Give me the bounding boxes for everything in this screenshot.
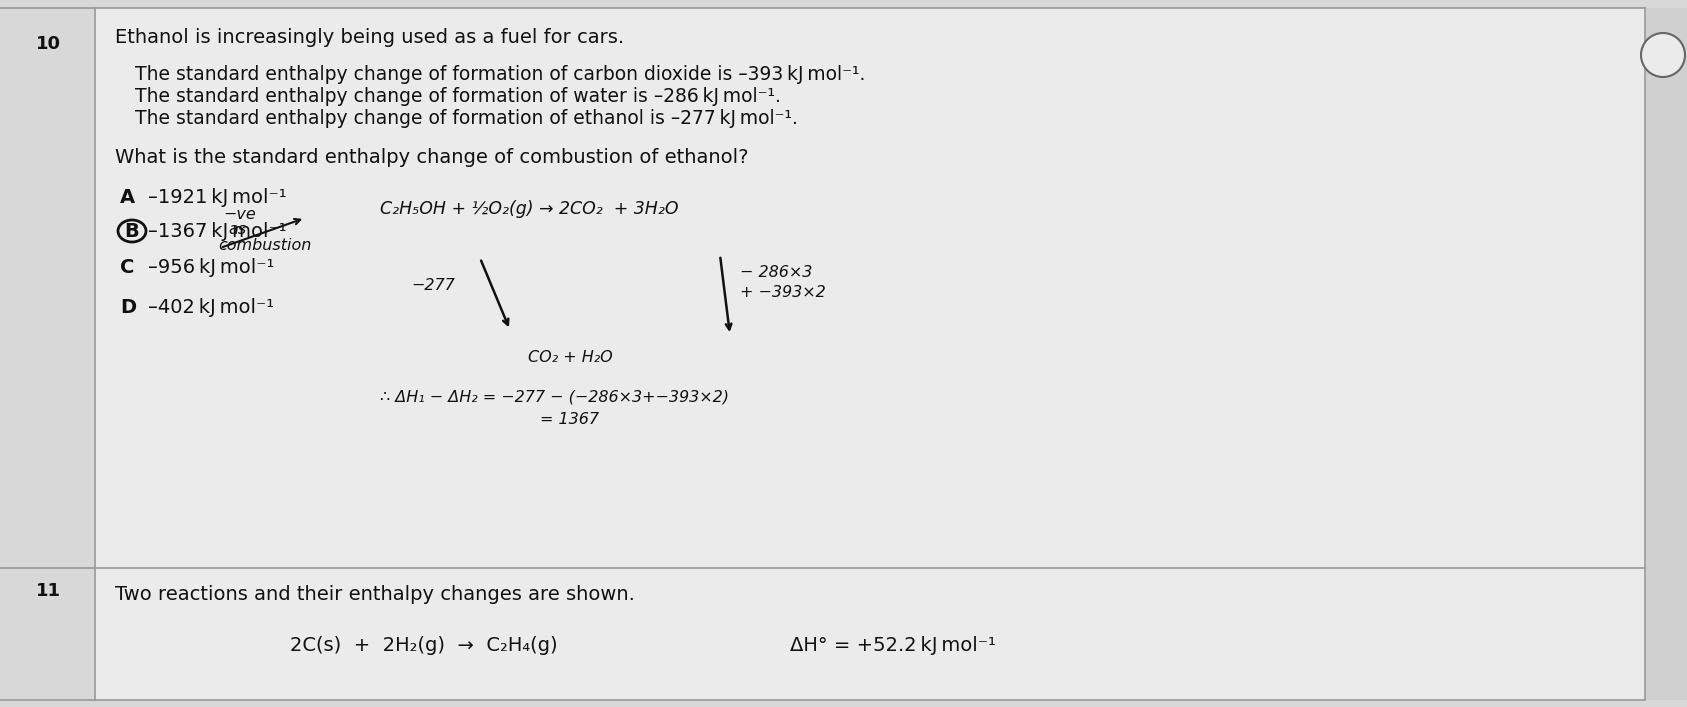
Text: 2C(s)  +  2H₂(g)  →  C₂H₄(g): 2C(s) + 2H₂(g) → C₂H₄(g) xyxy=(290,636,558,655)
Text: The standard enthalpy change of formation of ethanol is –277 kJ mol⁻¹.: The standard enthalpy change of formatio… xyxy=(135,109,798,128)
Text: D: D xyxy=(120,298,137,317)
Text: –1367 kJ mol⁻¹: –1367 kJ mol⁻¹ xyxy=(148,222,287,241)
Text: A: A xyxy=(120,188,135,207)
Text: 11: 11 xyxy=(35,582,61,600)
Text: − 286×3: − 286×3 xyxy=(741,265,813,280)
Text: −277: −277 xyxy=(412,278,455,293)
Bar xyxy=(1645,8,1687,700)
Text: –1921 kJ mol⁻¹: –1921 kJ mol⁻¹ xyxy=(148,188,287,207)
Text: as: as xyxy=(228,222,246,237)
Bar xyxy=(0,8,94,700)
Text: The standard enthalpy change of formation of carbon dioxide is –393 kJ mol⁻¹.: The standard enthalpy change of formatio… xyxy=(135,65,865,84)
Text: The standard enthalpy change of formation of water is –286 kJ mol⁻¹.: The standard enthalpy change of formatio… xyxy=(135,87,781,106)
Text: CO₂ + H₂O: CO₂ + H₂O xyxy=(528,350,612,365)
Text: C₂H₅OH + ½O₂(g) → 2CO₂  + 3H₂O: C₂H₅OH + ½O₂(g) → 2CO₂ + 3H₂O xyxy=(380,200,678,218)
Circle shape xyxy=(1641,33,1685,77)
Text: −ve: −ve xyxy=(223,207,256,222)
Text: + −393×2: + −393×2 xyxy=(741,285,825,300)
Text: ∴ ΔH₁ − ΔH₂ = −277 − (−286×3+−393×2): ∴ ΔH₁ − ΔH₂ = −277 − (−286×3+−393×2) xyxy=(380,390,729,405)
Text: B: B xyxy=(125,222,140,241)
Text: 10: 10 xyxy=(35,35,61,53)
Text: What is the standard enthalpy change of combustion of ethanol?: What is the standard enthalpy change of … xyxy=(115,148,749,167)
Text: Two reactions and their enthalpy changes are shown.: Two reactions and their enthalpy changes… xyxy=(115,585,634,604)
Text: = 1367: = 1367 xyxy=(540,412,599,427)
Text: Ethanol is increasingly being used as a fuel for cars.: Ethanol is increasingly being used as a … xyxy=(115,28,624,47)
Text: –956 kJ mol⁻¹: –956 kJ mol⁻¹ xyxy=(148,258,275,277)
Text: –402 kJ mol⁻¹: –402 kJ mol⁻¹ xyxy=(148,298,273,317)
Text: combustion: combustion xyxy=(218,238,312,253)
Text: ΔH° = +52.2 kJ mol⁻¹: ΔH° = +52.2 kJ mol⁻¹ xyxy=(790,636,995,655)
Text: C: C xyxy=(120,258,135,277)
